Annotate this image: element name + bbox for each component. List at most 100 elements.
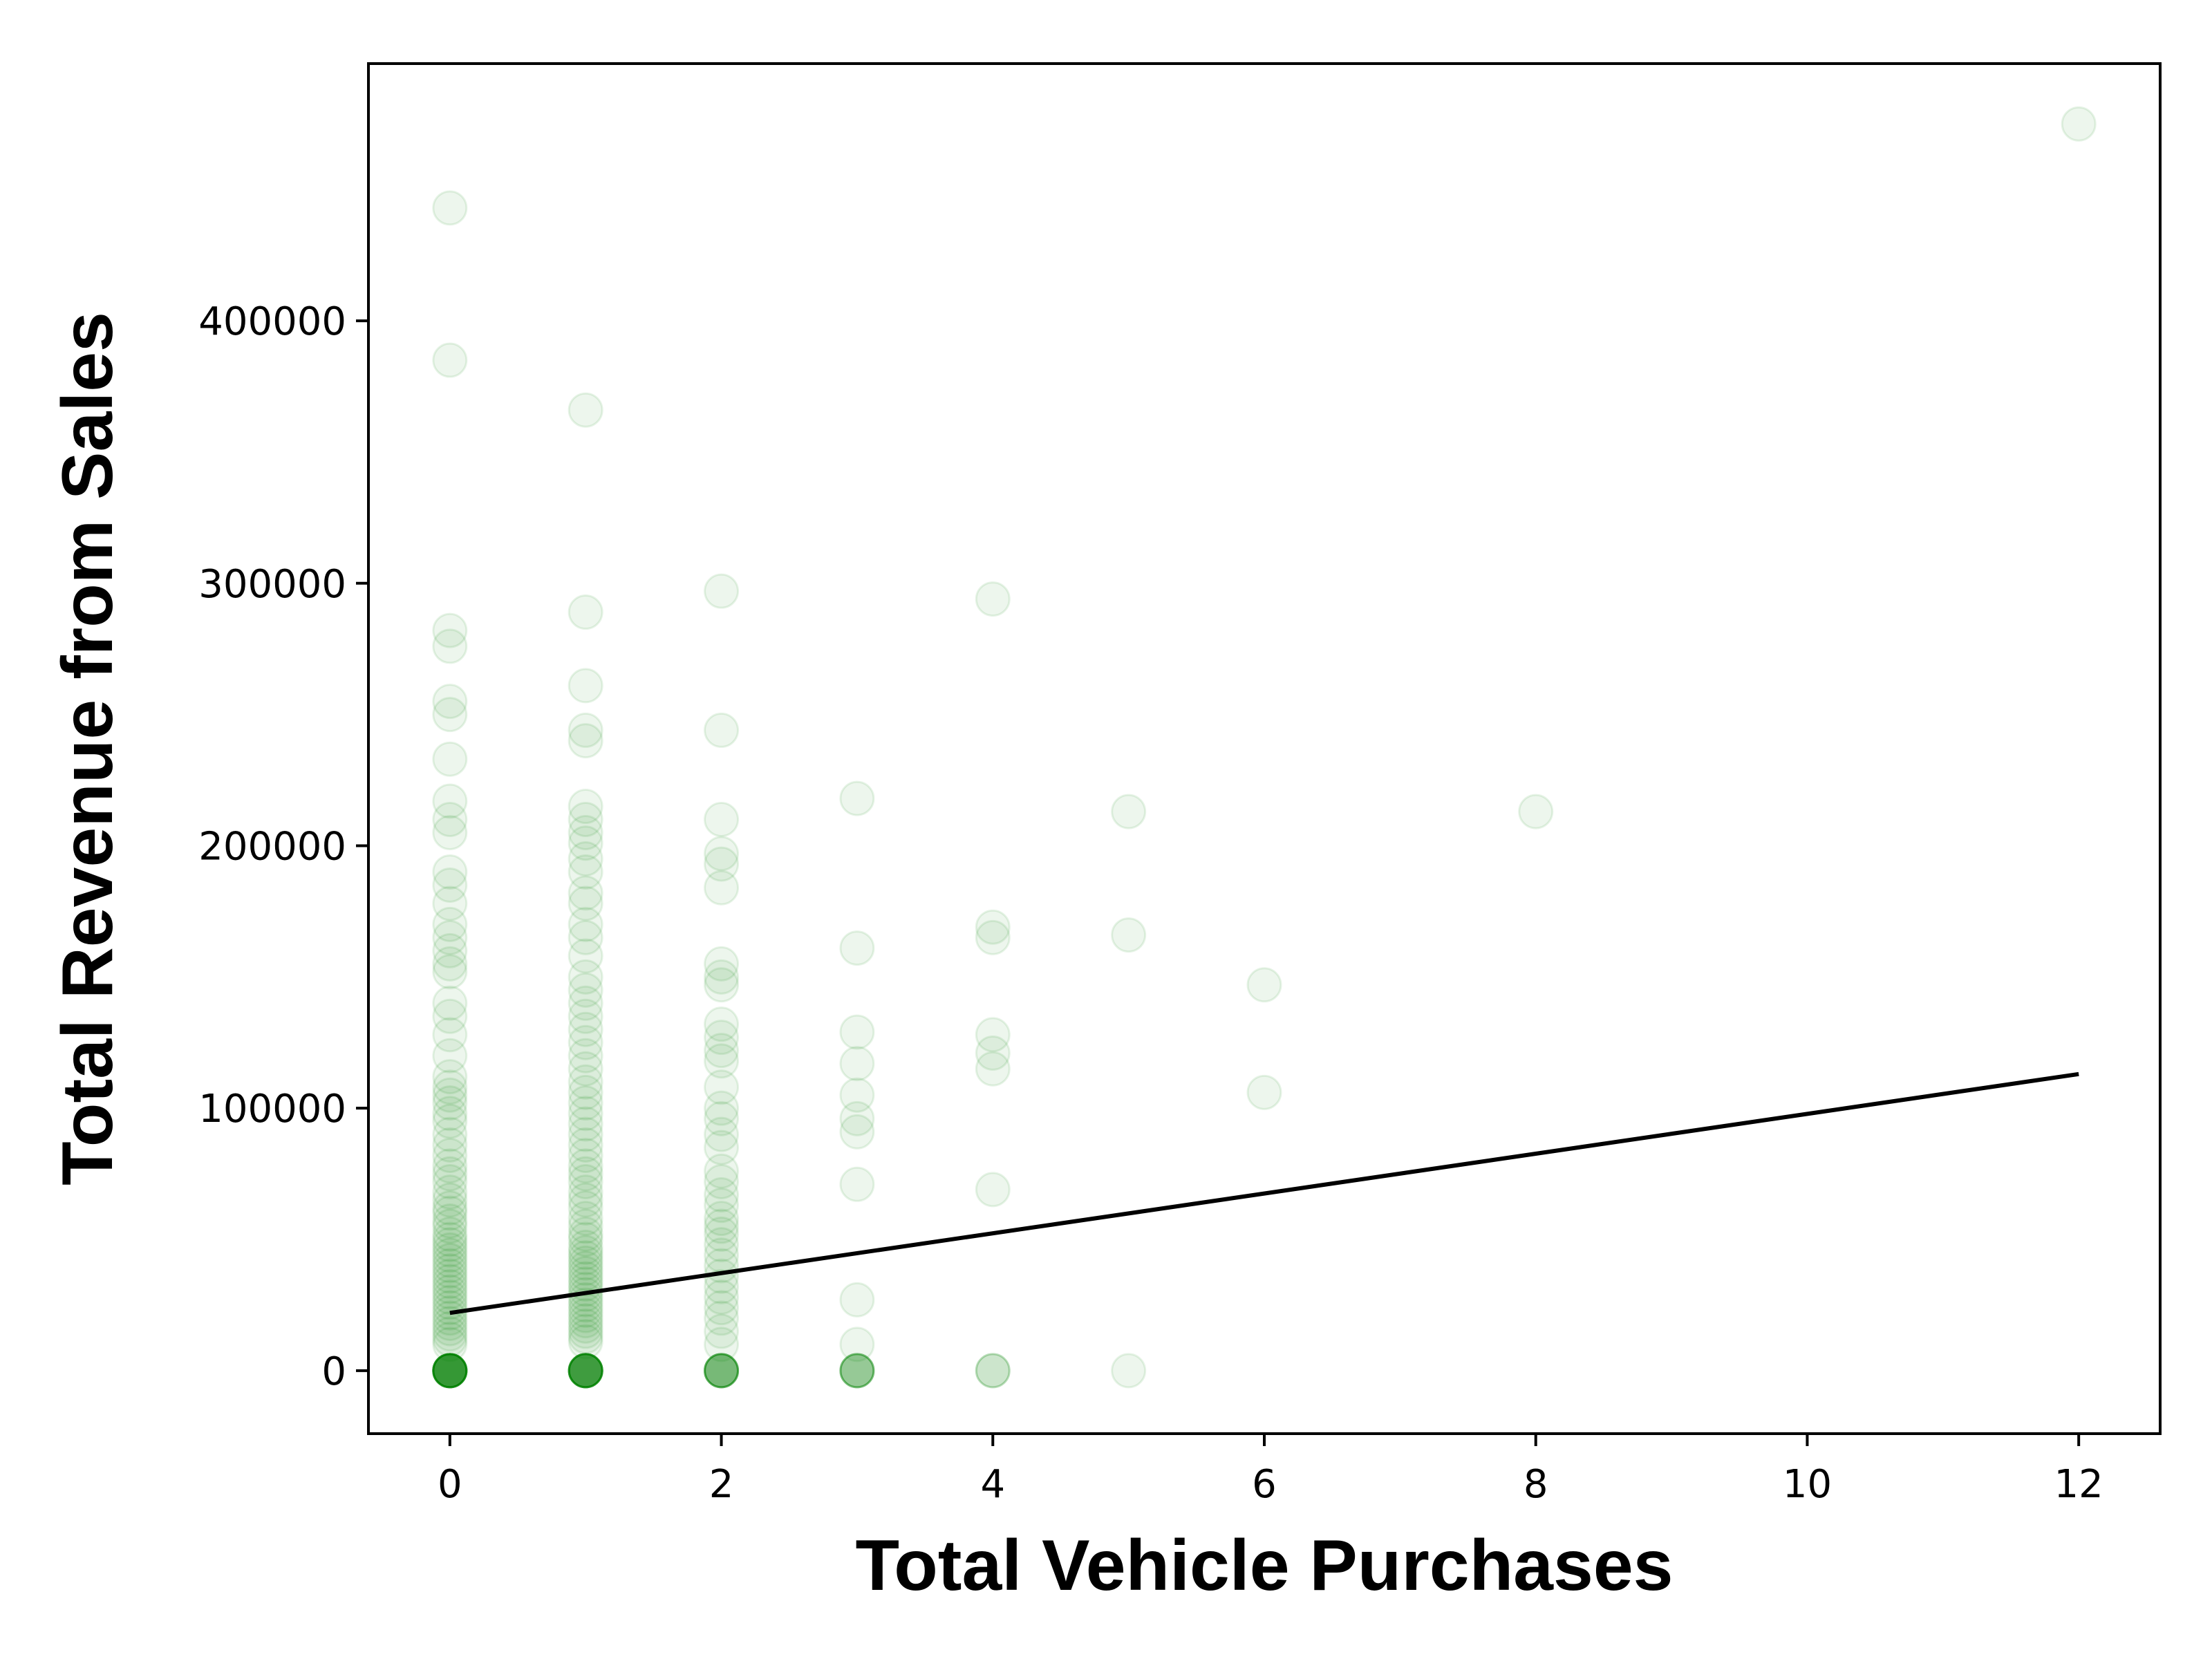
data-point xyxy=(704,967,740,1003)
data-point xyxy=(839,1353,875,1389)
data-point xyxy=(432,1017,468,1053)
data-point xyxy=(432,1353,468,1389)
data-point xyxy=(568,1190,603,1226)
data-point xyxy=(839,1046,875,1082)
data-point xyxy=(568,789,603,825)
data-point xyxy=(432,1353,468,1389)
data-point xyxy=(568,802,603,838)
data-point xyxy=(839,1353,875,1389)
data-point xyxy=(568,1353,603,1389)
data-point xyxy=(704,1353,740,1389)
data-point xyxy=(704,1353,740,1389)
data-point xyxy=(568,1182,603,1218)
y-axis-title: Total Revenue from Sales xyxy=(48,312,128,1185)
data-point xyxy=(568,1353,603,1389)
data-point xyxy=(432,1190,468,1226)
data-point xyxy=(432,1203,468,1239)
data-point xyxy=(568,825,603,861)
data-point xyxy=(432,342,468,378)
data-point xyxy=(704,1100,740,1136)
data-point xyxy=(432,783,468,819)
data-point xyxy=(432,1103,468,1139)
data-point xyxy=(432,1353,468,1389)
data-point xyxy=(704,1177,740,1212)
x-tick-label: 6 xyxy=(1252,1462,1277,1507)
data-point xyxy=(704,573,740,609)
data-point xyxy=(568,906,603,942)
data-point xyxy=(432,1221,468,1257)
x-axis-ticks: 0 2 4 6 8 10 12 xyxy=(438,1434,2103,1507)
data-point xyxy=(704,836,740,872)
data-point xyxy=(568,1216,603,1252)
data-point xyxy=(704,1353,740,1389)
data-point xyxy=(704,1188,740,1224)
data-point xyxy=(432,1174,468,1210)
data-point xyxy=(432,1232,468,1268)
data-point xyxy=(568,1353,603,1389)
data-point xyxy=(432,1353,468,1389)
data-point xyxy=(568,1353,603,1389)
data-point xyxy=(432,1077,468,1113)
data-point xyxy=(432,1038,468,1074)
data-point xyxy=(839,1353,875,1389)
data-point xyxy=(975,919,1011,955)
data-point xyxy=(704,1153,740,1189)
data-point xyxy=(432,854,468,890)
data-point xyxy=(704,1290,740,1326)
points-layer xyxy=(432,106,2097,1389)
x-axis-title: Total Vehicle Purchases xyxy=(855,1526,1673,1606)
data-point xyxy=(432,1253,468,1289)
x-tick-label: 10 xyxy=(1783,1462,1832,1507)
data-point xyxy=(568,1174,603,1210)
data-point xyxy=(432,190,468,226)
data-point xyxy=(975,581,1011,617)
data-point xyxy=(432,1316,468,1352)
data-point xyxy=(1111,1353,1147,1389)
data-point xyxy=(568,1353,603,1389)
data-point xyxy=(432,1327,468,1362)
data-point xyxy=(975,1353,1011,1389)
plot-area xyxy=(368,64,2160,1434)
data-point xyxy=(568,1353,603,1389)
data-point xyxy=(839,1077,875,1113)
data-point xyxy=(568,1148,603,1184)
data-point xyxy=(704,1227,740,1263)
data-point xyxy=(839,1353,875,1389)
data-point xyxy=(568,1353,603,1389)
data-point xyxy=(704,1353,740,1389)
data-point xyxy=(839,1353,875,1389)
y-tick-label: 400000 xyxy=(198,299,346,344)
data-point xyxy=(432,1148,468,1184)
x-tick-label: 0 xyxy=(438,1462,462,1507)
data-point xyxy=(432,815,468,851)
data-point xyxy=(432,1306,468,1342)
data-point xyxy=(704,1353,740,1389)
data-point xyxy=(432,1290,468,1326)
data-point xyxy=(432,1353,468,1389)
data-point xyxy=(432,1353,468,1389)
data-point xyxy=(704,1043,740,1079)
data-point xyxy=(704,1201,740,1237)
data-point xyxy=(1111,917,1147,953)
y-axis-ticks: 0 100000 200000 300000 400000 xyxy=(198,299,368,1394)
data-point xyxy=(704,870,740,906)
data-point xyxy=(568,959,603,995)
data-point xyxy=(432,946,468,982)
data-point xyxy=(432,1353,468,1389)
data-point xyxy=(704,1353,740,1389)
data-point xyxy=(568,985,603,1021)
data-point xyxy=(839,1114,875,1150)
data-point xyxy=(432,1353,468,1389)
y-tick-label: 200000 xyxy=(198,824,346,869)
data-point xyxy=(568,1353,603,1389)
data-point xyxy=(568,919,603,955)
data-point xyxy=(568,885,603,921)
data-point xyxy=(432,1274,468,1310)
data-point xyxy=(2061,106,2097,142)
data-point xyxy=(975,1051,1011,1087)
data-point xyxy=(432,906,468,942)
data-point xyxy=(568,1287,603,1323)
data-point xyxy=(704,1090,740,1126)
x-tick-label: 8 xyxy=(1524,1462,1548,1507)
data-point xyxy=(975,1035,1011,1071)
